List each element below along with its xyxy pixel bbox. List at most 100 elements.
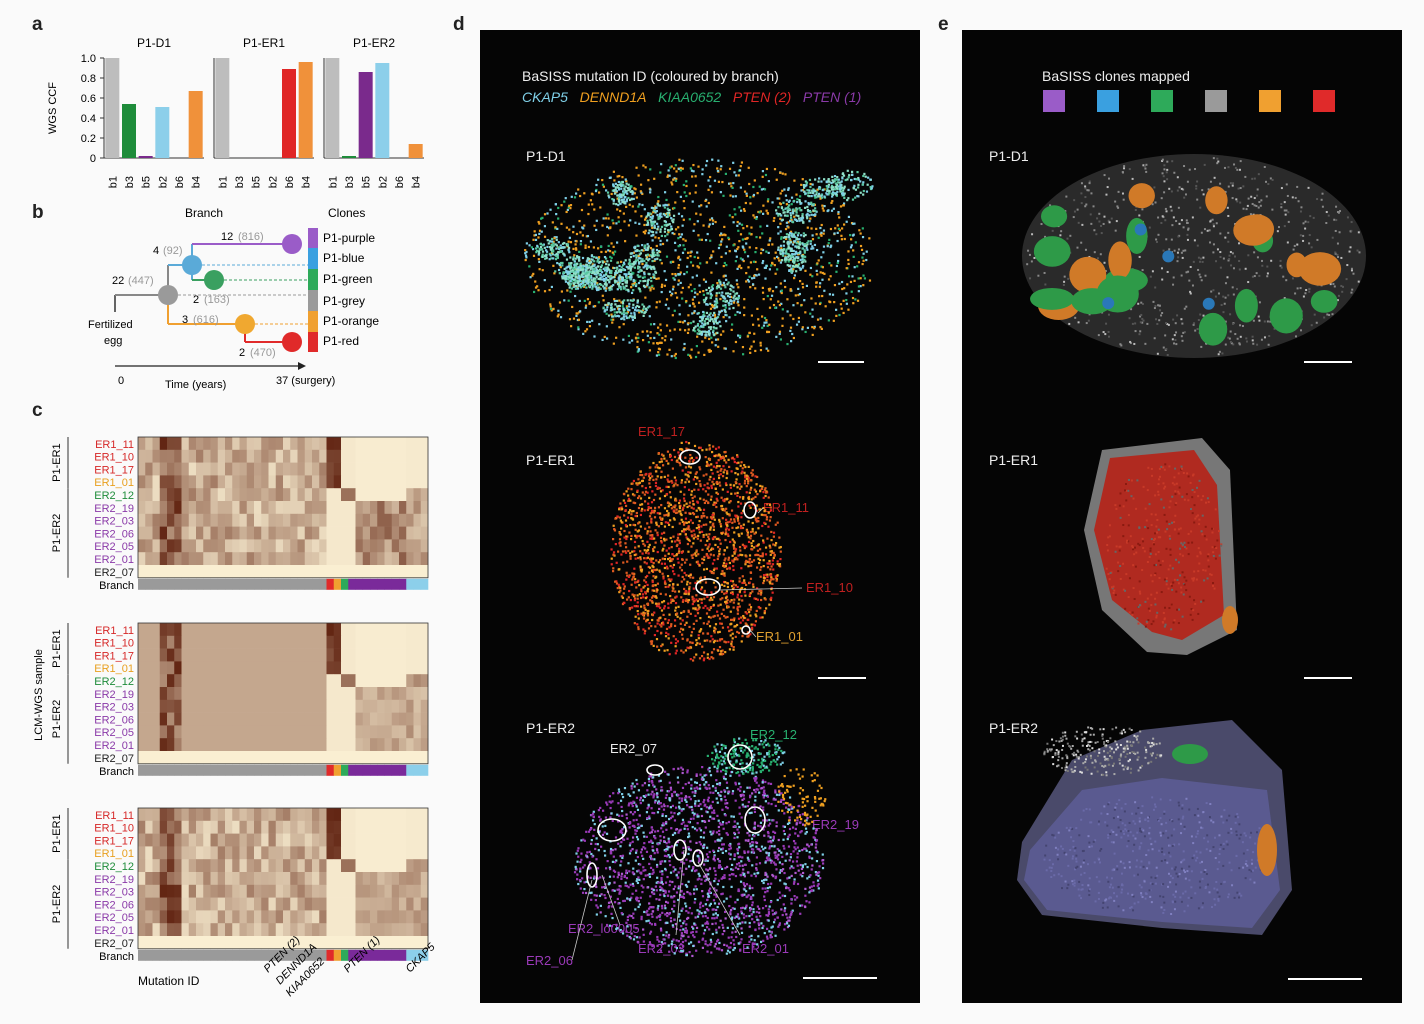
heatmap-cell bbox=[181, 833, 190, 847]
heatmap-cell bbox=[333, 526, 342, 540]
heatmap-cell bbox=[420, 488, 429, 502]
heatmap-cell bbox=[239, 923, 248, 937]
heatmap-cell bbox=[341, 513, 349, 527]
heatmap-cell bbox=[145, 884, 153, 898]
heatmap-cell bbox=[391, 552, 400, 566]
clone-label-grey: P1-grey bbox=[323, 294, 365, 308]
time-label: Time (years) bbox=[165, 379, 226, 391]
heatmap-cell bbox=[268, 884, 277, 898]
heatmap-cell bbox=[261, 808, 269, 822]
panel-a-xtick: b3 bbox=[234, 176, 246, 188]
heatmap-cell bbox=[319, 501, 327, 515]
heatmap-cell bbox=[283, 808, 291, 822]
heatmap-cell bbox=[348, 462, 356, 476]
heatmap-cell bbox=[203, 674, 211, 688]
region-outline bbox=[646, 764, 664, 776]
heatmap-cell bbox=[348, 623, 356, 637]
heatmap-cell bbox=[188, 526, 197, 540]
heatmap-cell bbox=[304, 674, 313, 688]
heatmap-cell bbox=[312, 552, 320, 566]
heatmap-cell bbox=[377, 820, 385, 834]
heatmap-cell bbox=[232, 462, 240, 476]
heatmap-cell bbox=[275, 513, 284, 527]
heatmap-cell bbox=[254, 738, 262, 752]
heatmap-cell bbox=[196, 449, 204, 463]
branch-bar-cell bbox=[210, 764, 219, 776]
heatmap-cell bbox=[239, 884, 248, 898]
heatmap-cell bbox=[297, 674, 306, 688]
heatmap-cell bbox=[145, 635, 153, 649]
heatmap-cell bbox=[225, 623, 233, 637]
heatmap-cell bbox=[203, 820, 211, 834]
heatmap-cell bbox=[377, 437, 385, 451]
panel-a-xtick: b1 bbox=[217, 176, 229, 188]
heatmap-cell bbox=[413, 526, 422, 540]
heatmap-cell bbox=[355, 462, 364, 476]
heatmap-cell bbox=[370, 539, 378, 553]
heatmap-cell bbox=[304, 725, 313, 739]
panel-a-xtick: b2 bbox=[377, 176, 389, 188]
heatmap-cell bbox=[406, 725, 414, 739]
heatmap-sample-label: ER2_01 bbox=[94, 925, 134, 937]
heatmap-cell bbox=[232, 674, 240, 688]
branch-bar-cell bbox=[326, 578, 335, 590]
heatmap-cell bbox=[145, 475, 153, 489]
heatmap-cell bbox=[341, 725, 349, 739]
heatmap-cell bbox=[290, 539, 298, 553]
heatmap-cell bbox=[406, 910, 414, 924]
heatmap-cell bbox=[362, 526, 371, 540]
heatmap-cell bbox=[232, 488, 240, 502]
panel-a-chart-title: P1-ER1 bbox=[243, 36, 285, 50]
d1-clone-cluster bbox=[692, 310, 722, 337]
heatmap-cell bbox=[413, 846, 422, 860]
heatmap-cell bbox=[275, 872, 284, 886]
heatmap-cell bbox=[290, 833, 298, 847]
heatmap-cell bbox=[297, 661, 306, 675]
heatmap-cell bbox=[159, 872, 168, 886]
heatmap-cell bbox=[304, 462, 313, 476]
heatmap-cell bbox=[225, 712, 233, 726]
heatmap-cell bbox=[174, 833, 182, 847]
heatmap-cell bbox=[246, 751, 255, 765]
heatmap-cell bbox=[348, 820, 356, 834]
heatmap-cell bbox=[355, 501, 364, 515]
panel-a-bar bbox=[298, 62, 313, 158]
heatmap-cell bbox=[138, 501, 146, 515]
heatmap-cell bbox=[225, 936, 233, 950]
heatmap-cell bbox=[420, 936, 429, 950]
branch-bar-cell bbox=[384, 949, 393, 961]
branch-bar-cell bbox=[246, 949, 255, 961]
heatmap-cell bbox=[297, 488, 306, 502]
heatmap-cell bbox=[261, 449, 269, 463]
heatmap-cell bbox=[413, 910, 422, 924]
heatmap-cell bbox=[254, 687, 262, 701]
heatmap-cell bbox=[312, 923, 320, 937]
heatmap-cell bbox=[420, 699, 429, 713]
heatmap-cell bbox=[275, 661, 284, 675]
d1-blue-patch bbox=[1102, 297, 1115, 310]
heatmap-cell bbox=[420, 648, 429, 662]
heatmap-cell bbox=[210, 846, 219, 860]
heatmap-cell bbox=[210, 462, 219, 476]
heatmap-cell bbox=[181, 475, 190, 489]
heatmap-cell bbox=[377, 513, 385, 527]
heatmap-cell bbox=[297, 936, 306, 950]
heatmap-cell bbox=[181, 552, 190, 566]
heatmap-cell bbox=[261, 475, 269, 489]
heatmap-cell bbox=[254, 699, 262, 713]
branch-bar-cell bbox=[167, 949, 175, 961]
heatmap-cell bbox=[167, 539, 175, 553]
d1-clone-cluster bbox=[606, 180, 635, 207]
heatmap-cell bbox=[138, 513, 146, 527]
branch-bar-cell bbox=[355, 949, 364, 961]
heatmap-cell bbox=[348, 635, 356, 649]
heatmap-cell bbox=[333, 897, 342, 911]
heatmap-cell bbox=[326, 526, 335, 540]
heatmap-cell bbox=[239, 936, 248, 950]
heatmap-cell bbox=[283, 513, 291, 527]
heatmap-cell bbox=[167, 437, 175, 451]
heatmap-cell bbox=[138, 884, 146, 898]
heatmap-cell bbox=[370, 437, 378, 451]
heatmap-cell bbox=[384, 936, 393, 950]
clone-label-orange: P1-orange bbox=[323, 314, 379, 328]
